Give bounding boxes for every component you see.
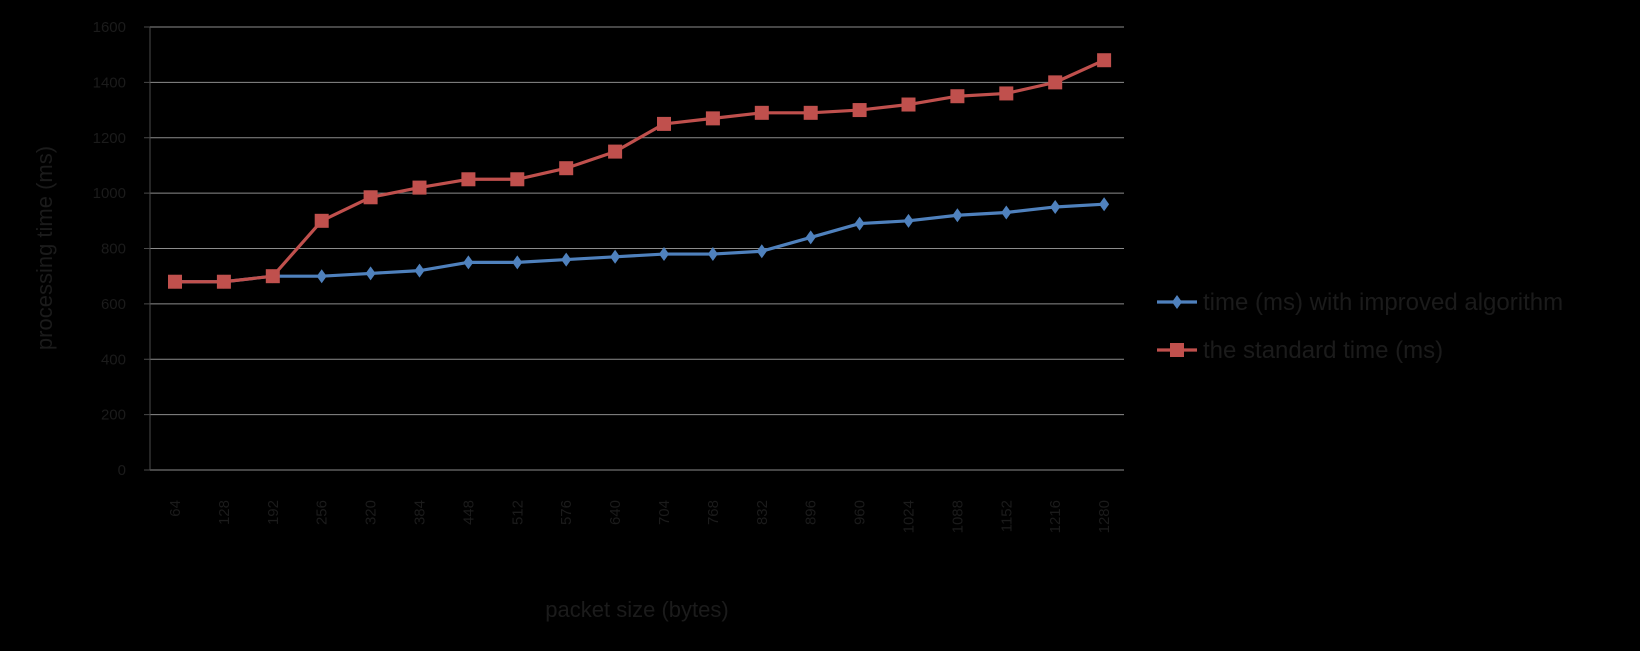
x-tick-label: 192 bbox=[265, 500, 282, 525]
x-tick-label: 512 bbox=[509, 500, 526, 525]
series-line bbox=[175, 58, 1105, 284]
x-axis-ticks: 64 128 192 256 320 384 448 512 576 640 704 768 832 89… bbox=[167, 500, 1113, 533]
data-point bbox=[803, 105, 818, 120]
legend: time (ms) with improved algorithm the sta… bbox=[1157, 289, 1563, 364]
data-point bbox=[805, 230, 816, 245]
y-tick-label: 1200 bbox=[93, 130, 126, 147]
x-tick-label: 704 bbox=[656, 500, 673, 525]
y-tick-label: 1400 bbox=[93, 74, 126, 91]
data-point bbox=[1099, 197, 1110, 212]
x-tick-label: 960 bbox=[852, 500, 869, 525]
legend-item: time (ms) with improved algorithm bbox=[1157, 289, 1563, 316]
data-point bbox=[265, 269, 280, 284]
y-tick-label: 0 bbox=[118, 462, 126, 479]
data-point bbox=[216, 274, 231, 289]
legend-label: time (ms) with improved algorithm bbox=[1203, 289, 1563, 316]
legend-square-marker bbox=[1170, 343, 1184, 357]
data-point bbox=[559, 161, 574, 176]
x-tick-label: 832 bbox=[754, 500, 771, 525]
data-point bbox=[852, 103, 867, 118]
x-tick-label: 1088 bbox=[949, 500, 966, 533]
y-tick-label: 200 bbox=[101, 407, 126, 424]
data-point bbox=[363, 190, 378, 205]
data-point bbox=[754, 105, 769, 120]
x-tick-label: 640 bbox=[607, 500, 624, 525]
series-2 bbox=[168, 53, 1112, 289]
data-point bbox=[1048, 75, 1063, 90]
x-tick-label: 128 bbox=[216, 500, 233, 525]
data-point bbox=[168, 274, 182, 289]
y-axis-ticks: 0 200 400 600 800 1000 1200 1400 1600 bbox=[93, 19, 150, 479]
y-axis-title: processing time (ms) bbox=[32, 146, 57, 350]
y-tick-label: 1600 bbox=[93, 19, 126, 36]
x-tick-label: 768 bbox=[705, 500, 722, 525]
data-point bbox=[510, 172, 525, 187]
x-tick-label: 1024 bbox=[901, 500, 918, 533]
data-point bbox=[854, 216, 865, 231]
x-tick-label: 320 bbox=[363, 500, 380, 525]
data-point bbox=[314, 213, 329, 228]
x-tick-label: 1280 bbox=[1096, 500, 1113, 533]
data-point bbox=[461, 172, 476, 187]
data-point bbox=[365, 266, 376, 281]
x-axis-title: packet size (bytes) bbox=[545, 597, 728, 622]
y-tick-label: 800 bbox=[101, 241, 126, 258]
data-point bbox=[608, 144, 623, 159]
data-point bbox=[1097, 53, 1112, 68]
x-tick-label: 64 bbox=[167, 500, 184, 517]
x-tick-label: 1216 bbox=[1047, 500, 1064, 533]
data-point bbox=[414, 263, 425, 278]
data-point bbox=[1050, 199, 1061, 214]
data-point bbox=[903, 213, 914, 228]
series-layer bbox=[168, 53, 1112, 289]
x-tick-label: 448 bbox=[460, 500, 477, 525]
y-tick-label: 600 bbox=[101, 296, 126, 313]
data-point bbox=[412, 180, 427, 195]
x-tick-label: 896 bbox=[803, 500, 820, 525]
series-line bbox=[175, 202, 1105, 284]
data-point bbox=[659, 247, 669, 262]
data-point bbox=[999, 86, 1014, 101]
x-tick-label: 384 bbox=[412, 500, 429, 525]
legend-diamond-marker bbox=[1172, 295, 1182, 309]
legend-label: the standard time (ms) bbox=[1203, 337, 1443, 364]
series-1 bbox=[170, 197, 1110, 289]
data-point bbox=[707, 247, 718, 262]
x-tick-label: 576 bbox=[558, 500, 575, 525]
data-point bbox=[610, 249, 621, 264]
y-tick-label: 1000 bbox=[93, 185, 126, 202]
data-point bbox=[950, 89, 965, 104]
x-tick-label: 256 bbox=[314, 500, 331, 525]
data-point bbox=[705, 111, 720, 126]
data-point bbox=[316, 269, 327, 284]
data-point bbox=[512, 255, 523, 270]
data-point bbox=[657, 116, 671, 131]
data-point bbox=[463, 255, 474, 270]
y-tick-label: 400 bbox=[101, 351, 126, 368]
data-point bbox=[561, 252, 572, 267]
legend-item: the standard time (ms) bbox=[1157, 337, 1443, 364]
gridlines bbox=[150, 26, 1124, 471]
data-point bbox=[901, 97, 916, 112]
data-point bbox=[756, 244, 767, 259]
data-point bbox=[952, 208, 963, 223]
data-point bbox=[1001, 205, 1012, 220]
x-tick-label: 1152 bbox=[998, 500, 1015, 532]
